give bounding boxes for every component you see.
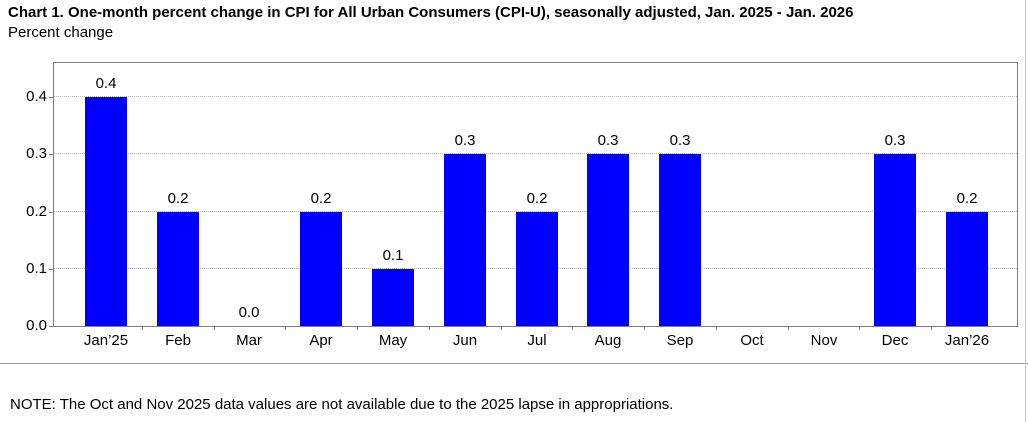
y-axis-tick-label: 0.3 [26,145,47,163]
chart-bar [444,154,486,326]
plot-area [53,62,1018,327]
chart-bar [659,154,701,326]
x-axis-tick-label: Jul [527,332,547,349]
bar-value-label: 0.4 [95,75,117,92]
x-axis-tick-label: Aug [594,332,622,349]
bar-value-label: 0.2 [310,190,332,207]
x-axis-tick [572,327,573,330]
bar-value-label: 0.2 [526,190,548,207]
y-axis-tick-label: 0.2 [26,202,47,220]
x-axis-tick [357,327,358,330]
chart-bar [587,154,629,326]
x-axis-tick [788,327,789,330]
footnote: NOTE: The Oct and Nov 2025 data values a… [10,396,674,413]
x-axis-tick-label: Sep [666,332,694,349]
bar-value-label: 0.2 [956,190,978,207]
x-axis-tick-label: Jun [452,332,478,349]
divider-line [0,363,1028,364]
y-axis-tick-label: 0.0 [26,317,47,334]
gridline [54,153,1017,155]
y-axis-tick [49,211,53,213]
x-axis-tick [501,327,502,330]
x-axis-tick-label: Oct [740,332,764,349]
gridline [54,96,1017,98]
x-axis-tick-label: Apr [309,332,333,349]
bar-value-label: 0.3 [669,132,691,149]
chart-title: Chart 1. One-month percent change in CPI… [8,4,854,21]
x-axis-tick [214,327,215,330]
y-axis-tick [49,268,53,270]
x-axis-tick [931,327,932,330]
y-axis-tick [49,326,53,327]
chart-bar [874,154,916,326]
chart-bar [946,212,988,326]
bar-value-label: 0.1 [382,247,404,264]
x-axis-tick [859,327,860,330]
x-axis-tick-label: May [378,332,408,349]
y-axis-tick [49,97,53,99]
bar-value-label: 0.3 [884,132,906,149]
bar-value-label: 0.3 [454,132,476,149]
chart-bar [372,269,414,326]
chart-bar [85,97,127,326]
x-axis-tick-label: Dec [881,332,909,349]
frame-right-border [1025,0,1026,422]
y-axis-unit-label: Percent change [8,24,114,41]
x-axis-tick-label: Feb [165,332,191,349]
bar-value-label: 0.3 [597,132,619,149]
chart-bar [157,212,199,326]
x-axis-tick [285,327,286,330]
bar-value-label: 0.2 [167,190,189,207]
x-axis-tick [429,327,430,330]
x-axis-tick-label: Jan’25 [83,332,129,349]
y-axis-tick [49,154,53,156]
x-axis-tick [644,327,645,330]
x-axis-tick [142,327,143,330]
x-axis-tick-label: Mar [236,332,262,349]
x-axis-tick-label: Nov [810,332,838,349]
bar-value-label: 0.0 [238,304,260,321]
x-axis-tick [716,327,717,330]
gridline [54,210,1017,212]
x-axis-tick-label: Jan’26 [944,332,990,349]
y-axis-tick-label: 0.4 [26,88,47,106]
y-axis-tick-label: 0.1 [26,259,47,277]
chart-bar [300,212,342,326]
chart-bar [516,212,558,326]
